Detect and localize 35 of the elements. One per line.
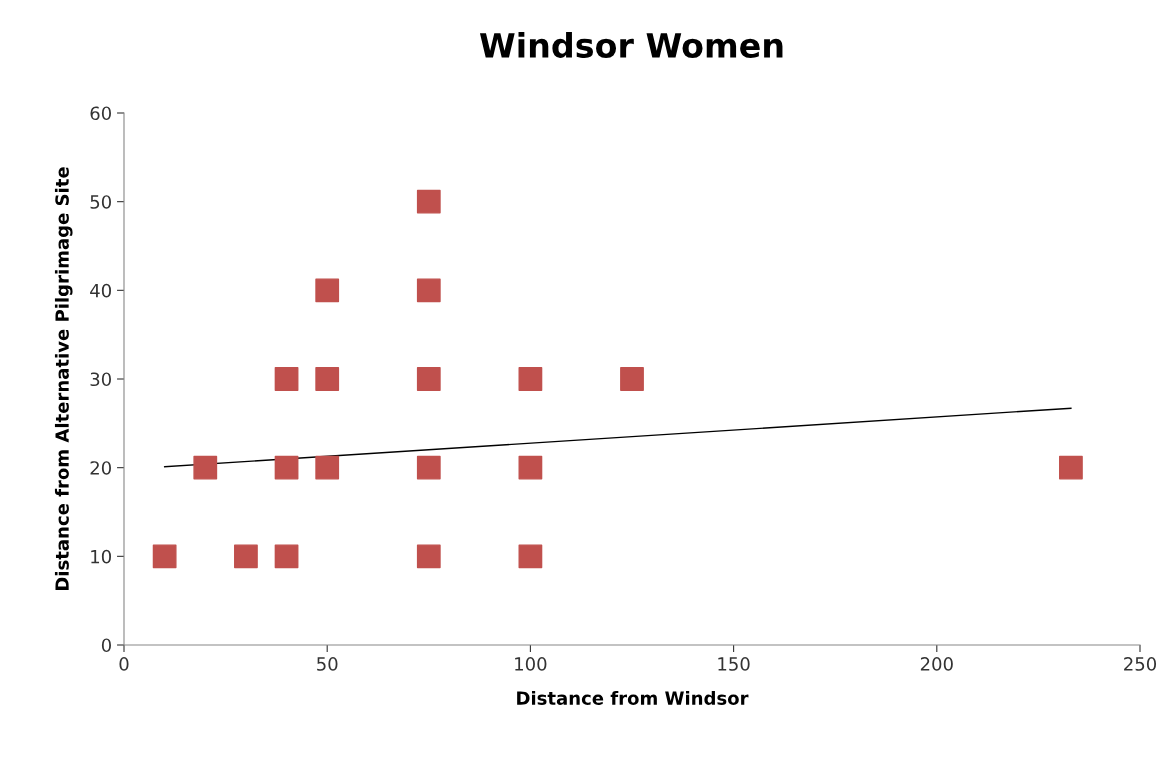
- x-axis-title: Distance from Windsor: [517, 690, 749, 705]
- y-tick-label: 10: [91, 549, 111, 564]
- x-tick-label: 100: [515, 657, 547, 671]
- point: [416, 278, 441, 303]
- x-tick-label: 200: [920, 657, 953, 671]
- x-tick-label: 0: [119, 657, 129, 671]
- x-tick-label: 250: [1124, 657, 1157, 671]
- y-tick-label: 40: [90, 283, 111, 298]
- y-tick-label: 30: [90, 372, 111, 387]
- point: [315, 455, 340, 480]
- x-tick-label: 150: [718, 657, 750, 671]
- point: [416, 367, 441, 391]
- point: [518, 455, 543, 480]
- point: [274, 544, 299, 569]
- point: [416, 455, 441, 480]
- point: [416, 544, 441, 569]
- y-tick-label: 60: [90, 106, 111, 121]
- point: [1059, 455, 1083, 480]
- y-tick-label: 20: [90, 461, 111, 475]
- point: [518, 367, 543, 391]
- point: [193, 455, 218, 480]
- point: [274, 455, 299, 480]
- point: [234, 544, 258, 569]
- point: [274, 367, 299, 391]
- y-tick-label: 0: [101, 638, 111, 653]
- y-axis-title: Distance from Alternative Pilgrimage Site: [54, 167, 73, 591]
- point: [620, 367, 644, 391]
- point: [518, 544, 543, 569]
- x-tick-label: 50: [317, 657, 338, 671]
- chart-title: Windsor Women: [479, 32, 783, 58]
- point: [315, 367, 340, 391]
- point: [315, 278, 340, 303]
- point: [152, 544, 177, 569]
- y-tick-label: 50: [90, 195, 111, 209]
- point: [416, 189, 441, 214]
